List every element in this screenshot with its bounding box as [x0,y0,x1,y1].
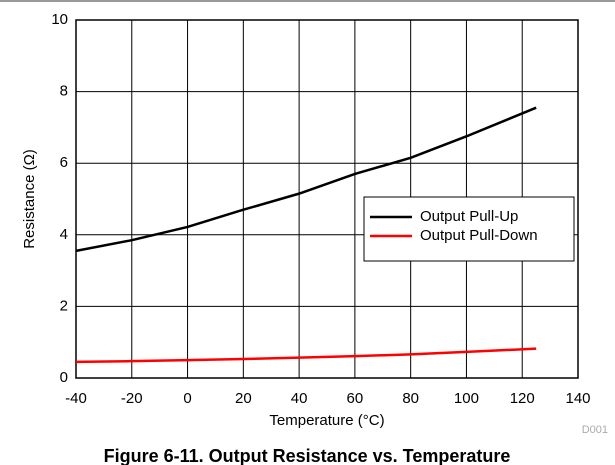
caption: Figure 6-11. Output Resistance vs. Tempe… [104,446,511,465]
x-tick-label: 100 [454,390,479,407]
y-tick-label: 4 [60,226,68,243]
y-axis-label: Resistance (Ω) [21,149,38,249]
y-tick-label: 8 [60,83,68,100]
annotation: D001 [582,424,608,436]
x-tick-label: 60 [347,390,364,407]
legend-label: Output Pull-Down [420,227,538,244]
x-tick-label: 0 [183,390,191,407]
x-tick-label: -20 [121,390,143,407]
y-tick-label: 2 [60,297,68,314]
legend-box [363,196,575,262]
plot-frame [75,19,579,379]
x-tick-label: -40 [65,390,87,407]
x-tick-label: 140 [565,390,590,407]
y-tick-label: 6 [60,154,68,171]
x-tick-label: 20 [235,390,252,407]
x-tick-label: 40 [291,390,308,407]
x-tick-label: 120 [510,390,535,407]
y-tick-label: 10 [51,11,68,28]
legend-label: Output Pull-Up [420,208,518,225]
series-line [75,106,537,253]
y-tick-label: 0 [60,369,68,386]
x-tick-label: 80 [402,390,419,407]
x-axis-label: Temperature (°C) [269,412,384,429]
series-line [75,347,537,364]
